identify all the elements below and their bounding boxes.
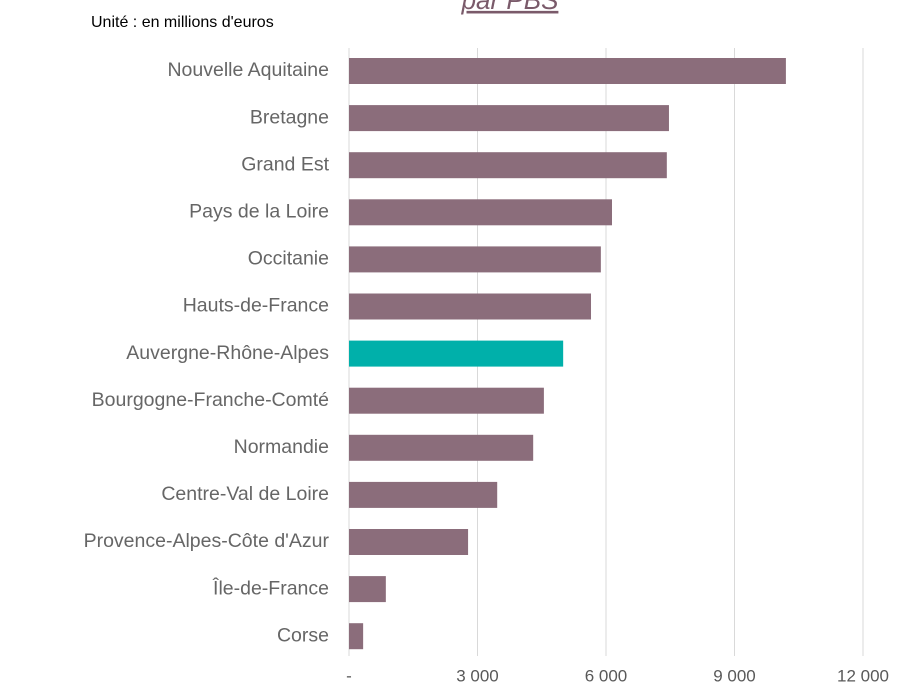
bar — [349, 529, 469, 555]
x-tick-label: - — [346, 666, 352, 685]
y-tick-label: Île-de-France — [212, 576, 329, 599]
bar — [349, 387, 544, 414]
y-tick-label: Nouvelle Aquitaine — [167, 59, 329, 81]
x-tick-label: 9 000 — [713, 666, 756, 685]
y-tick-label: Normandie — [234, 436, 329, 458]
y-tick-label: Pays de la Loire — [189, 200, 329, 222]
y-tick-label: Hauts-de-France — [183, 295, 329, 317]
bar — [349, 623, 364, 650]
y-tick-label: Corse — [277, 624, 329, 646]
x-tick-label: 3 000 — [456, 666, 499, 685]
y-tick-label: Centre-Val de Loire — [161, 483, 329, 505]
bar — [349, 293, 592, 320]
bar — [349, 340, 564, 367]
bar — [349, 105, 669, 132]
bar — [349, 152, 667, 179]
chart-title: par PBS — [461, 0, 559, 15]
bar — [349, 246, 601, 273]
y-tick-label: Provence-Alpes-Côte d'Azur — [84, 530, 330, 552]
y-tick-label: Bretagne — [250, 106, 329, 128]
bar — [349, 58, 786, 84]
bar — [349, 434, 534, 461]
y-tick-label: Bourgogne-Franche-Comté — [92, 389, 329, 411]
x-tick-label: 6 000 — [585, 666, 628, 685]
bar — [349, 576, 386, 603]
bar — [349, 481, 498, 508]
y-tick-label: Auvergne-Rhône-Alpes — [126, 342, 329, 364]
y-tick-label: Grand Est — [241, 153, 329, 175]
unit-label: Unité : en millions d'euros — [91, 14, 274, 31]
y-tick-label: Occitanie — [248, 248, 329, 270]
x-tick-label: 12 000 — [837, 666, 889, 685]
bar — [349, 199, 612, 226]
